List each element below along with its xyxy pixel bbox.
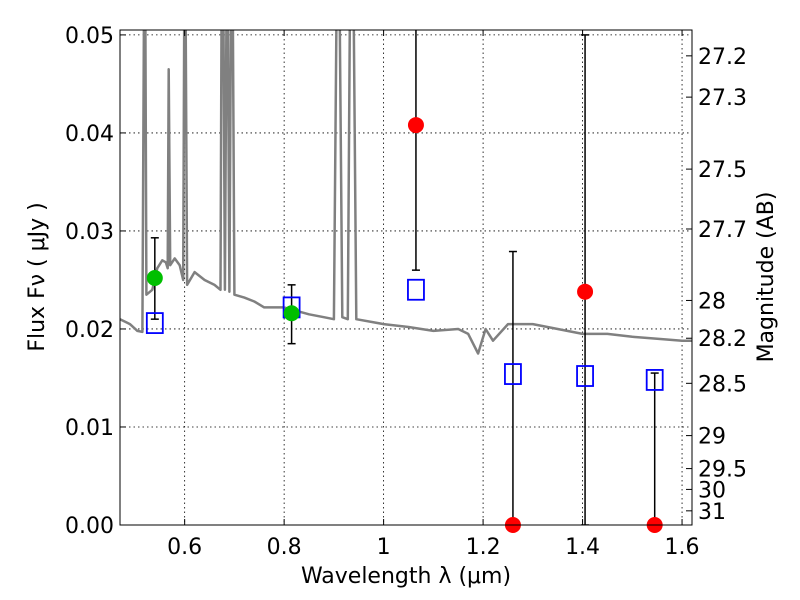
- magnitude-tick-label: 30: [698, 478, 726, 503]
- observed-flux-point: [577, 283, 594, 300]
- model-photometry-square: [504, 363, 522, 385]
- spectrum-layer: [120, 30, 692, 355]
- observed-flux-point: [283, 305, 300, 322]
- x-tick-label: 0.6: [167, 535, 202, 560]
- magnitude-tick-label: 27.2: [698, 45, 747, 70]
- y-axis-label: Flux Fν ( μJy ): [25, 202, 50, 351]
- plot-frame: [119, 29, 693, 526]
- observed-flux-point: [146, 269, 163, 286]
- spectrum-line: [120, 30, 692, 355]
- right-axis-label: Magnitude (AB): [754, 192, 779, 363]
- model-photometry-square: [145, 312, 164, 334]
- y-tick-label: 0.05: [65, 24, 114, 49]
- magnitude-tick-label: 31: [698, 500, 726, 525]
- x-axis-ticks: 0.6 0.8 1 1.2 1.4 1.6: [167, 30, 700, 560]
- y-tick-label: 0.02: [65, 318, 114, 343]
- x-tick-label: 1.4: [565, 535, 600, 560]
- y-tick-label: 0.04: [65, 122, 114, 147]
- x-tick-label: 0.8: [267, 535, 302, 560]
- observed-flux-point: [407, 117, 424, 134]
- y-tick-label: 0.01: [65, 416, 114, 441]
- x-tick-label: 1.6: [665, 535, 700, 560]
- model-photometry-square: [645, 369, 664, 391]
- y-tick-label: 0.03: [65, 220, 114, 245]
- y-tick-label: 0.00: [65, 514, 114, 539]
- magnitude-tick-label: 28.5: [698, 372, 747, 397]
- magnitude-tick-label: 29: [698, 425, 726, 450]
- model-photometry-square: [407, 278, 425, 301]
- model-photometry-square: [576, 365, 594, 387]
- magnitude-tick-label: 27.5: [698, 158, 747, 183]
- magnitude-tick-label: 28: [698, 289, 726, 314]
- magnitude-tick-label: 27.7: [698, 218, 747, 243]
- magnitude-tick-label: 29.5: [698, 458, 747, 483]
- x-tick-label: 1: [377, 535, 391, 560]
- magnitude-tick-label: 27.3: [698, 86, 747, 111]
- y-axis-ticks: 0.00 0.01 0.02 0.03 0.04 0.05: [65, 24, 126, 539]
- magnitude-tick-label: 28.2: [698, 327, 747, 352]
- x-axis-label: Wavelength λ (μm): [301, 564, 511, 589]
- x-tick-label: 1.2: [466, 535, 501, 560]
